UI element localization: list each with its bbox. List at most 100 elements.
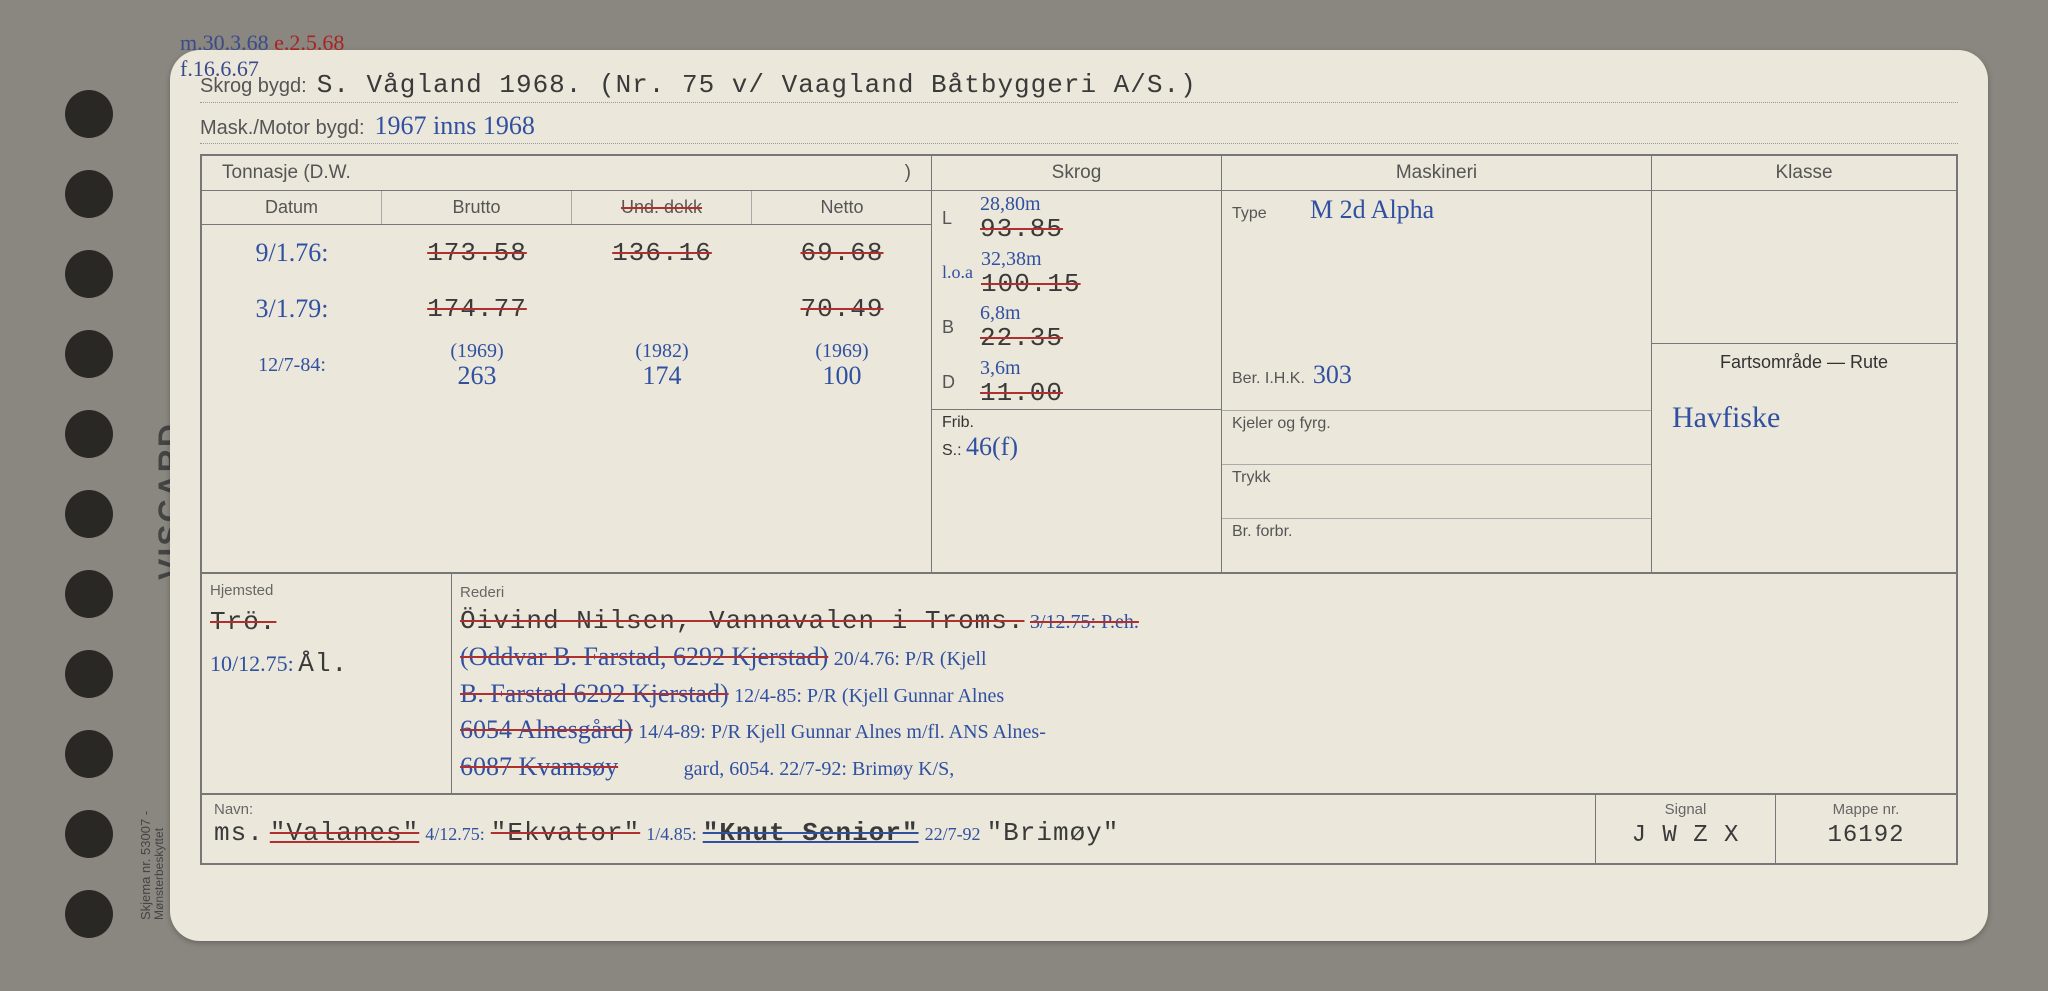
trykk-label: Trykk [1232, 469, 1302, 487]
klasse-head: Klasse [1652, 156, 1956, 191]
dim-L: L 28,80m 93.85 [932, 191, 1221, 246]
r3-netto: (1969) 100 [752, 338, 932, 393]
D-val: 11.00 [980, 379, 1063, 408]
col-datum: Datum [202, 191, 382, 224]
skrog-bygd-value: S. Vågland 1968. (Nr. 75 v/ Vaagland Båt… [317, 70, 1197, 100]
signal-value: J W Z X [1608, 822, 1763, 849]
rederi-l2d: 20/4.76: P/R (Kjell [834, 648, 987, 670]
loa-label: l.o.a [942, 262, 973, 283]
loa-val: 100.15 [981, 270, 1081, 299]
type-val: M 2d Alpha [1310, 195, 1434, 225]
col-netto: Netto [752, 191, 932, 224]
r1-netto: 69.68 [752, 236, 932, 270]
hjemsted-left: Hjemsted Trö. 10/12.75: Ål. [202, 574, 452, 793]
topnote-1b: e.2.5.68 [274, 30, 344, 55]
mappe-label: Mappe nr. [1788, 801, 1944, 818]
topnote-2: f.16.6.67 [180, 56, 259, 81]
r3-und-yr: (1982) [580, 340, 744, 362]
navn-prefix: ms. [214, 818, 264, 848]
ihk-row: Ber. I.H.K. 303 [1222, 356, 1651, 410]
rederi-l6: 6087 Kvamsøy [460, 752, 618, 781]
skrog-col: Skrog L 28,80m 93.85 l.o.a 32,38m 100.15 [932, 156, 1222, 572]
frib-s-val: 46(f) [966, 432, 1018, 461]
frib-label: Frib. [942, 414, 974, 431]
skrog-bygd-row: Skrog bygd: S. Vågland 1968. (Nr. 75 v/ … [200, 70, 1958, 103]
ihk-val: 303 [1313, 360, 1352, 390]
B-above: 6,8m [980, 302, 1063, 324]
dim-B: B 6,8m 22.35 [932, 300, 1221, 355]
r3-brutto-yr: (1969) [390, 340, 564, 362]
rederi-l5: gard, 6054. 22/7-92: Brimøy K/S, [684, 758, 955, 780]
r3-netto-v: 100 [760, 362, 924, 391]
navn-3: "Knut Senior" [703, 818, 919, 848]
dim-D: D 3,6m 11.00 [932, 355, 1221, 410]
hjem-row1: Trö. [210, 607, 276, 637]
r2-und [572, 307, 752, 311]
rederi-l1d: 3/12.75: P.eh. [1030, 611, 1139, 633]
r1-und: 136.16 [572, 236, 752, 270]
farts-value: Havfiske [1672, 401, 1780, 434]
frib-row: Frib. S.: 46(f) [932, 409, 1221, 466]
mappe-value: 16192 [1788, 822, 1944, 849]
L-val: 93.85 [980, 215, 1063, 244]
B-val: 22.35 [980, 324, 1063, 353]
rederi-l4a: 14/4-89: P/R Kjell Gunnar Alnes m/fl. AN… [638, 721, 1046, 743]
dim-loa: l.o.a 32,38m 100.15 [932, 246, 1221, 301]
skrog-head: Skrog [932, 156, 1221, 191]
motor-bygd-row: Mask./Motor bygd: 1967 inns 1968 [200, 111, 1958, 144]
navn-d1: 4/12.75: [425, 824, 485, 845]
skjema-label: Skjema nr. 53007 - [138, 811, 153, 920]
mappe-cell: Mappe nr. 16192 [1776, 795, 1956, 863]
type-row: Type M 2d Alpha [1222, 191, 1651, 245]
index-card: m.30.3.68 e.2.5.68 f.16.6.67 Skrog bygd:… [170, 50, 1988, 941]
r1-datum: 9/1.76: [202, 236, 382, 270]
main-form: Tonnasje (D.W. ) Datum Brutto Und. dekk … [200, 154, 1958, 574]
navn-4: "Brimøy" [987, 818, 1120, 848]
binding-holes: Sjøfartskontoret VISCARD A VISAG KONTORS… [20, 20, 160, 971]
motor-bygd-value: 1967 inns 1968 [375, 111, 535, 141]
tonnasje-head: Tonnasje (D.W. [222, 162, 351, 184]
navn-1: "Valanes" [270, 818, 419, 848]
D-above: 3,6m [980, 357, 1063, 379]
top-annotations: m.30.3.68 e.2.5.68 f.16.6.67 [180, 30, 344, 82]
rederi-label: Rederi [460, 582, 1948, 603]
r1-brutto: 173.58 [382, 236, 572, 270]
side-labels: Sjøfartskontoret VISCARD A VISAG KONTORS… [130, 20, 170, 971]
tonnasje-subhead: Datum Brutto Und. dekk Netto [202, 191, 931, 225]
r2-datum: 3/1.79: [202, 292, 382, 326]
klasse-col: Klasse Fartsområde — Rute Havfiske [1652, 156, 1956, 572]
signal-cell: Signal J W Z X [1596, 795, 1776, 863]
navn-cell: Navn: ms. "Valanes" 4/12.75: "Ekvator" 1… [202, 795, 1596, 863]
hjemsted-label: Hjemsted [210, 582, 443, 599]
bottom-row: Navn: ms. "Valanes" 4/12.75: "Ekvator" 1… [200, 795, 1958, 865]
r3-brutto: (1969) 263 [382, 338, 572, 393]
L-above: 28,80m [980, 193, 1063, 215]
col-und-dekk: Und. dekk [572, 191, 752, 224]
r2-brutto: 174.77 [382, 292, 572, 326]
rederi-l3d: 12/4-85: P/R (Kjell Gunnar Alnes [734, 685, 1004, 707]
navn-2: "Ekvator" [491, 818, 640, 848]
r2-netto: 70.49 [752, 292, 932, 326]
signal-label: Signal [1608, 801, 1763, 818]
farts-label: Fartsområde — Rute [1652, 343, 1956, 381]
tonnasje-head-right: ) [905, 162, 911, 184]
frib-s-label: S.: [942, 442, 962, 459]
r3-netto-yr: (1969) [760, 340, 924, 362]
monster-label: Mønsterbeskyttet [152, 828, 166, 920]
navn-label: Navn: [214, 801, 1583, 818]
hjemsted-section: Hjemsted Trö. 10/12.75: Ål. Rederi Öivin… [200, 574, 1958, 795]
r3-und: (1982) 174 [572, 338, 752, 393]
hjem-row2-val: Ål. [298, 649, 348, 679]
col-brutto: Brutto [382, 191, 572, 224]
r3-datum: 12/7-84: [202, 352, 382, 379]
rederi-l3: B. Farstad 6292 Kjerstad) [460, 679, 729, 708]
r3-und-v: 174 [580, 362, 744, 391]
kjeler-label: Kjeler og fyrg. [1232, 415, 1331, 433]
tonnasje-row-2: 3/1.79: 174.77 70.49 [202, 281, 931, 337]
r3-brutto-v: 263 [390, 362, 564, 391]
rederi-l1: Öivind Nilsen, Vannavalen i Troms. [460, 606, 1025, 636]
tonnasje-row-1: 9/1.76: 173.58 136.16 69.68 [202, 225, 931, 281]
tonnasje-col: Tonnasje (D.W. ) Datum Brutto Und. dekk … [202, 156, 932, 572]
kjeler-row: Kjeler og fyrg. [1222, 410, 1651, 464]
navn-d3: 22/7-92 [925, 824, 981, 845]
